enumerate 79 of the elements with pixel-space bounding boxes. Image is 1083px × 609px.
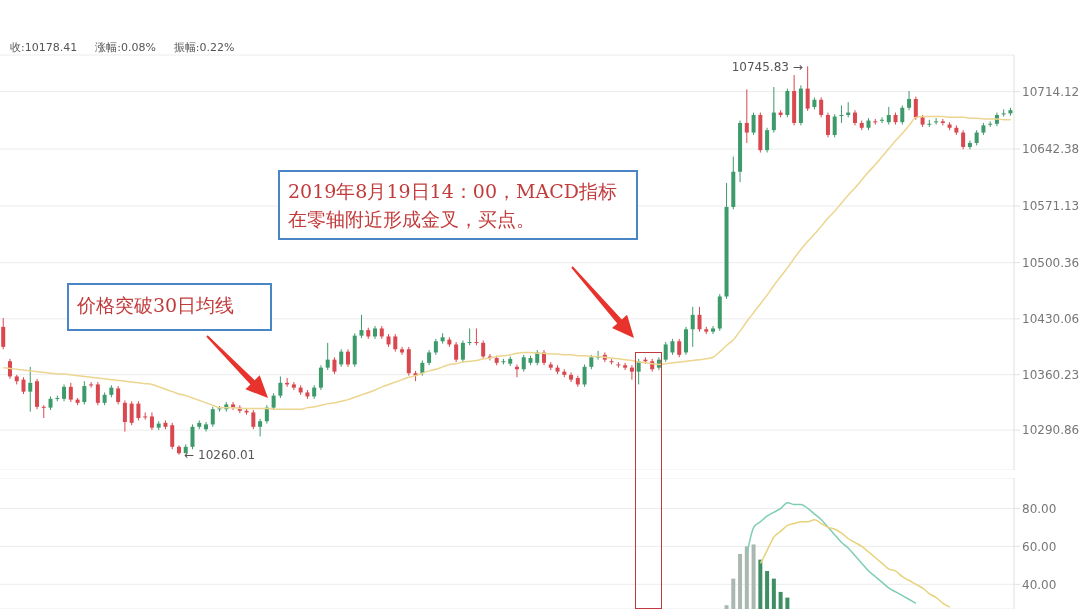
candlestick [170,422,175,450]
annotation: 价格突破30日均线 [67,283,272,331]
candlestick [258,418,263,437]
candlestick [683,326,688,356]
y-tick-label: 10500.36 [1022,255,1080,270]
candlestick [839,104,844,124]
candlestick [913,96,918,121]
text: 涨幅:0.08% [95,40,156,55]
candlestick [582,363,587,388]
candlestick [41,404,46,419]
candlestick [569,371,574,383]
y-tick-label: 10714.12 [1022,84,1080,99]
candlestick [677,338,682,358]
candlestick [785,88,790,118]
candlestick [697,306,702,333]
candlestick [400,346,405,356]
candlestick [467,327,472,346]
candlestick [460,339,465,363]
candlestick [771,86,776,134]
candlestick [940,118,945,126]
candlestick [136,400,141,421]
y-tick-label: 10360.23 [1022,367,1080,382]
candlestick [325,342,330,371]
candlestick [481,339,486,360]
candlestick [805,65,810,112]
annotation: 10745.83 → [731,59,803,74]
y-tick-label: 10290.86 [1022,423,1080,438]
text: 收:10178.41 [10,40,78,55]
candlestick [629,364,634,381]
candlestick [825,112,830,138]
candlestick [204,421,209,433]
candlestick [7,358,12,380]
candlestick [95,381,100,406]
y-tick-label: 10571.13 [1022,199,1080,214]
candlestick [663,341,668,363]
line-series [746,501,917,605]
annotation: 2019年8月19日14：00，MACD指标在零轴附近形成金叉，买点。 [278,170,638,240]
candlestick [711,325,716,335]
candlestick [116,385,121,405]
candlestick [1001,108,1006,118]
candlestick [122,399,127,433]
candlestick [251,409,256,430]
y-tick-label: 10642.38 [1022,142,1080,157]
candlestick [880,116,885,124]
y-tick-label: 40.00 [1022,577,1057,592]
candlestick [623,362,628,371]
candlestick [934,117,939,126]
candlestick [291,381,296,391]
candlestick [278,375,283,399]
line-series [2,115,1012,410]
candlestick [819,96,824,118]
candlestick [454,341,459,363]
candlestick [210,406,215,428]
candlestick [907,90,912,111]
candlestick [406,346,411,377]
candlestick [961,129,966,150]
candlestick [82,380,87,405]
y-tick-label: 80.00 [1022,501,1057,516]
candlestick [744,88,749,144]
candlestick [190,423,195,450]
candlestick [68,382,73,403]
candlestick [28,366,33,413]
candlestick [129,400,134,426]
candlestick [318,364,323,391]
annotation: ← 10260.01 [184,448,256,463]
y-tick-label: 60.00 [1022,539,1057,554]
candlestick [765,127,770,154]
candlestick [751,112,756,136]
candlestick [89,381,94,389]
line-series [759,519,951,608]
candlestick [143,411,148,421]
candlestick [832,113,837,138]
candlestick [359,314,364,339]
text: 振幅:0.22% [173,40,235,55]
candlestick [900,104,905,126]
candlestick [690,306,695,348]
y-tick-label: 10430.06 [1022,312,1080,327]
candlestick [1,317,6,350]
candlestick [474,327,479,346]
